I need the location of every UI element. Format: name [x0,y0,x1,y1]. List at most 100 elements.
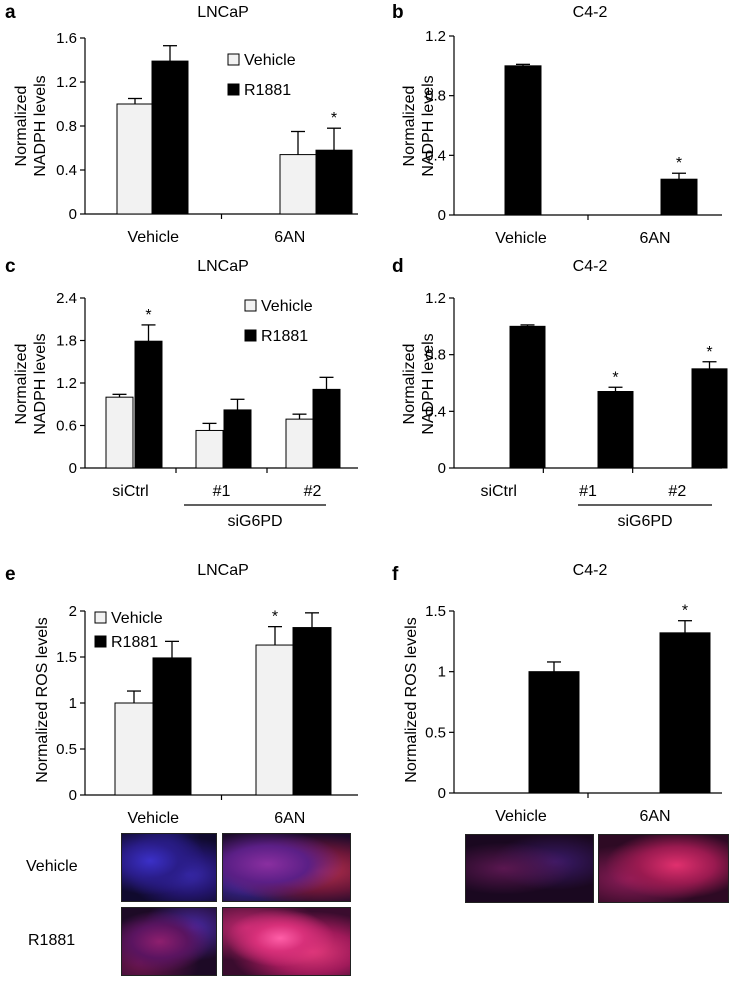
panel-d-ylabel: Normalized NADPH levels [401,333,437,434]
panel-a-xtick-label: 6AN [274,229,305,246]
panel-b-significance-mark: * [676,155,682,172]
panel-a-ylabel-line: NADPH levels [32,75,49,176]
panel-d-ylabel-line: NADPH levels [420,333,437,434]
panel-a-legend-label: Vehicle [244,52,296,69]
panel-f-xtick-label: Vehicle [495,808,547,825]
panel-f-bar [528,671,580,794]
micrograph-e-r1881-vehicle [121,907,217,976]
panel-c-ylabel-line: NADPH levels [32,333,49,434]
panel-c-bar [134,340,163,469]
panel-d-significance-mark: * [706,344,712,361]
micrograph-e-vehicle-6an [222,833,351,902]
panel-c-xtick-label: siCtrl [112,483,148,500]
panel-b-bar [504,65,542,216]
panel-e-legend-swatch [94,635,107,648]
panel-d-bar [691,368,728,469]
panel-d-ytick-label: 1.2 [425,290,446,307]
panel-c-legend-swatch [244,299,257,312]
panel-b-ylabel: Normalized NADPH levels [401,75,437,176]
panel-e-xtick-label: Vehicle [127,810,179,827]
panel-a-letter: a [5,2,16,23]
panel-a-ylabel-line: Normalized [13,86,30,167]
panel-b-ytick-label: 0 [438,207,446,224]
panel-c-ytick-label: 2.4 [56,290,77,307]
panel-b-ytick-label: 0.4 [425,147,446,164]
panel-b-ytick-label: 1.2 [425,28,446,45]
panel-c-letter: c [5,256,16,277]
panel-a-ylabel: Normalized NADPH levels [13,75,49,176]
panel-c-xtick-label: #1 [213,483,231,500]
panel-c-legend-swatch [244,329,257,342]
panel-a-legend-swatch [227,83,240,96]
panel-a-ytick-label: 0.8 [56,118,77,135]
panel-a-bar [116,103,154,215]
panel-f-ylabel-line: Normalized ROS levels [403,617,420,782]
panel-e-bar [114,702,154,796]
panel-d-xtick-label: siCtrl [480,483,516,500]
panel-c-ytick-label: 1.2 [56,375,77,392]
panel-c-ytick-label: 0 [69,460,77,477]
panel-d-ytick-label: 0.8 [425,347,446,364]
panel-c-ylabel: Normalized NADPH levels [13,333,49,434]
panel-e-ytick-label: 0 [69,787,77,804]
panel-a-legend-label: R1881 [244,82,291,99]
micrograph-e-vehicle-vehicle [121,833,217,902]
panel-e-title: LNCaP [197,562,249,579]
panel-a-xtick-label: Vehicle [127,229,179,246]
panel-f-letter: f [392,564,399,585]
panel-a-significance-mark: * [331,110,337,127]
panel-f-ytick-label: 0.5 [425,724,446,741]
panel-c-bar [285,418,314,469]
panel-f-ytick-label: 1.5 [425,603,446,620]
panel-e-bar [255,644,295,796]
panel-d-xtick-label: #2 [668,483,686,500]
panel-d-ytick-label: 0 [438,460,446,477]
panel-d-significance-mark: * [612,369,618,386]
panel-a-bar [315,149,353,215]
panel-f-significance-mark: * [682,603,688,620]
panel-b-ytick-label: 0.8 [425,88,446,105]
panel-e-legend-label: R1881 [111,634,158,651]
panel-e-ylabel-line: Normalized ROS levels [34,617,51,782]
panel-e-letter: e [5,564,16,585]
panel-c-xtick-label: #2 [304,483,322,500]
panel-f-bar [659,632,711,794]
panel-e-ylabel: Normalized ROS levels [34,617,51,782]
panel-e-significance-mark: * [272,609,278,626]
panel-e-ytick-label: 1.5 [56,649,77,666]
panel-d-xtick-label: #1 [579,483,597,500]
panel-c-legend-label: Vehicle [261,298,313,315]
panel-a-ytick-label: 1.2 [56,74,77,91]
panel-d-bar [509,325,546,469]
panel-f-title: C4-2 [573,562,608,579]
panel-a-bar [279,154,317,215]
micrograph-f-6an [598,834,729,903]
panel-a-bar [151,60,189,215]
panel-c-legend-label: R1881 [261,328,308,345]
panel-b-xtick-label: Vehicle [495,230,547,247]
panel-e-ytick-label: 0.5 [56,741,77,758]
panel-b-xtick-label: 6AN [639,230,670,247]
panel-e-ytick-label: 1 [69,695,77,712]
panel-c-ytick-label: 1.8 [56,333,77,350]
panel-e-bar [152,657,192,796]
panel-d-ytick-label: 0.4 [425,403,446,420]
panel-c-bar [195,429,224,469]
panel-f-xtick-label: 6AN [639,808,670,825]
panel-a-legend-swatch [227,53,240,66]
panel-b-ylabel-line: NADPH levels [420,75,437,176]
panel-e-bar [292,627,332,796]
panel-b-bar [660,178,698,216]
panel-c-title: LNCaP [197,258,249,275]
panel-d-title: C4-2 [573,258,608,275]
micrograph-e-r1881-6an [222,907,351,976]
micrograph-f-vehicle [465,834,594,903]
panel-a-ytick-label: 1.6 [56,30,77,47]
panel-e-legend-swatch [94,611,107,624]
panel-d-letter: d [392,256,404,277]
panel-c-significance-mark: * [145,307,151,324]
micrograph-row-label-r1881: R1881 [28,932,76,949]
panel-c-ytick-label: 0.6 [56,418,77,435]
panel-f-ytick-label: 1 [438,664,446,681]
